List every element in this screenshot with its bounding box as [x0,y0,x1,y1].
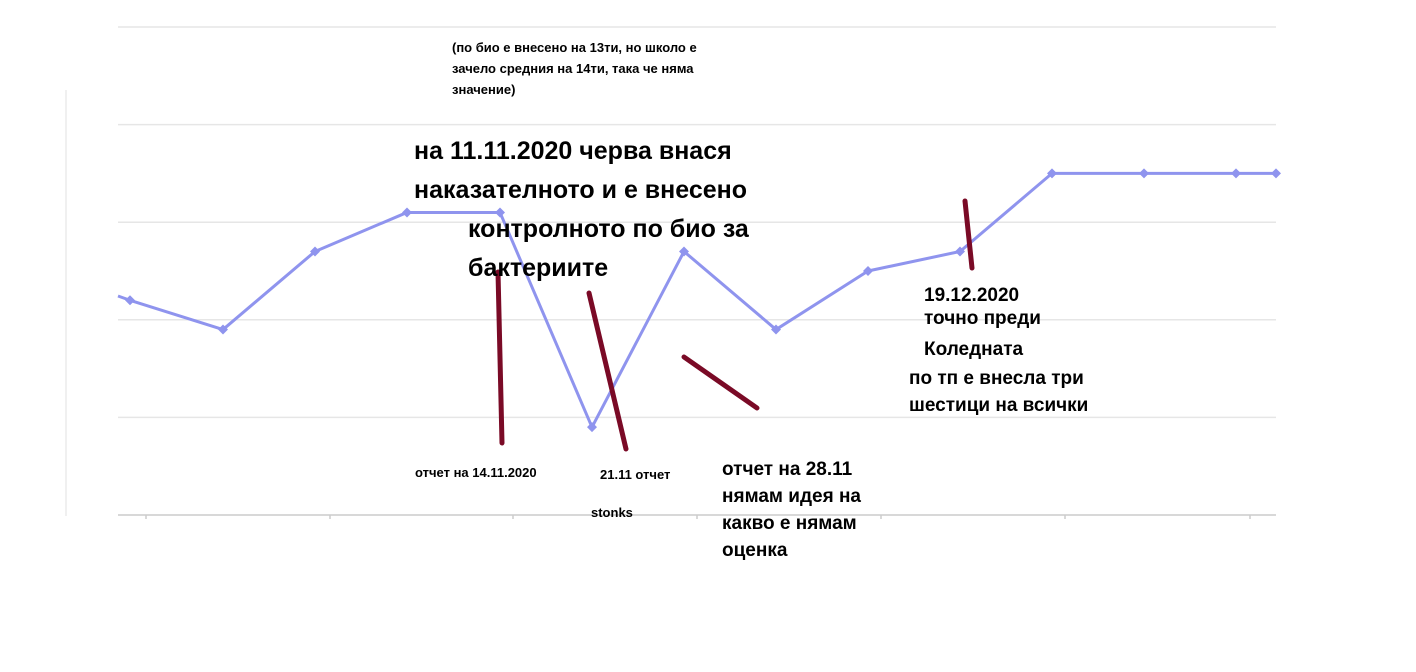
note-11-11-line: на 11.11.2020 черва внася [414,137,732,165]
note-tp-line: по тп е внесла три [909,368,1084,389]
data-point [1231,168,1241,179]
note-28-11-line: нямам идея на [722,486,861,507]
data-point [1047,168,1057,179]
data-point [125,295,135,306]
data-point [495,207,505,218]
data-point [587,422,597,433]
note-28-11-line: какво е нямам [722,513,857,534]
pen-stroke [495,269,505,446]
series-line [117,168,1281,433]
label-21-11: 21.11 отчет [600,467,671,482]
pen-stroke [681,354,760,411]
note-bio: (по био е внесено на 13ти, но школо е за… [452,37,697,100]
label-14-11: отчет на 14.11.2020 [415,465,537,480]
note-19-12-line: 19.12.2020 [924,285,1020,306]
pen-strokes [495,198,975,452]
data-point [1271,168,1281,179]
data-point [679,246,689,257]
pen-stroke [586,290,629,452]
data-point [218,324,228,335]
note-bio-line: значение) [452,82,516,97]
note-11-11: на 11.11.2020 черва внася наказателното … [414,132,749,288]
data-point [771,324,781,335]
data-point [955,246,965,257]
note-tp-line: шестици на всички [909,395,1089,416]
note-19-12-line: точно преди [924,308,1041,329]
data-point [1139,168,1149,179]
note-28-11-line: оценка [722,540,788,561]
note-bio-line: (по био е внесено на 13ти, но школо е [452,40,697,55]
data-point [863,266,873,276]
note-tp: по тп е внесла три шестици на всички [909,365,1088,419]
note-19-12-line: Коледната [924,339,1024,360]
data-point [310,246,320,257]
data-point [402,207,412,218]
note-11-11-line: контролното по био за [468,215,749,243]
gridlines [118,26,1276,419]
x-axis [118,514,1276,519]
note-11-11-line: бактериите [468,254,609,282]
note-28-11-line: отчет на 28.11 [722,459,853,480]
label-stonks: stonks [591,505,633,520]
note-28-11: отчет на 28.11 нямам идея на какво е ням… [722,456,861,564]
note-19-12: 19.12.2020 точно преди Коледната [924,282,1041,363]
note-bio-line: зачело средния на 14ти, така че няма [452,61,694,76]
pen-stroke [962,198,975,271]
note-11-11-line: наказателното и е внесено [414,176,748,204]
